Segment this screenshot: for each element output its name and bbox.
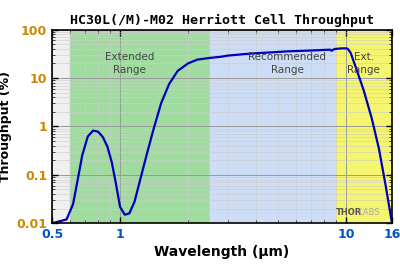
Text: THOR: THOR <box>336 208 362 217</box>
Text: Ext.
Range: Ext. Range <box>347 52 380 75</box>
X-axis label: Wavelength (μm): Wavelength (μm) <box>154 245 290 259</box>
Bar <box>210 30 336 223</box>
Text: Extended
Range: Extended Range <box>105 52 154 75</box>
Text: Recommended
Range: Recommended Range <box>248 52 326 75</box>
Title: HC30L(/M)-M02 Herriott Cell Throughput: HC30L(/M)-M02 Herriott Cell Throughput <box>70 14 374 27</box>
Bar <box>70 30 210 223</box>
Bar <box>336 30 392 223</box>
Y-axis label: Throughput (%): Throughput (%) <box>0 71 12 182</box>
Text: LABS: LABS <box>358 208 380 217</box>
